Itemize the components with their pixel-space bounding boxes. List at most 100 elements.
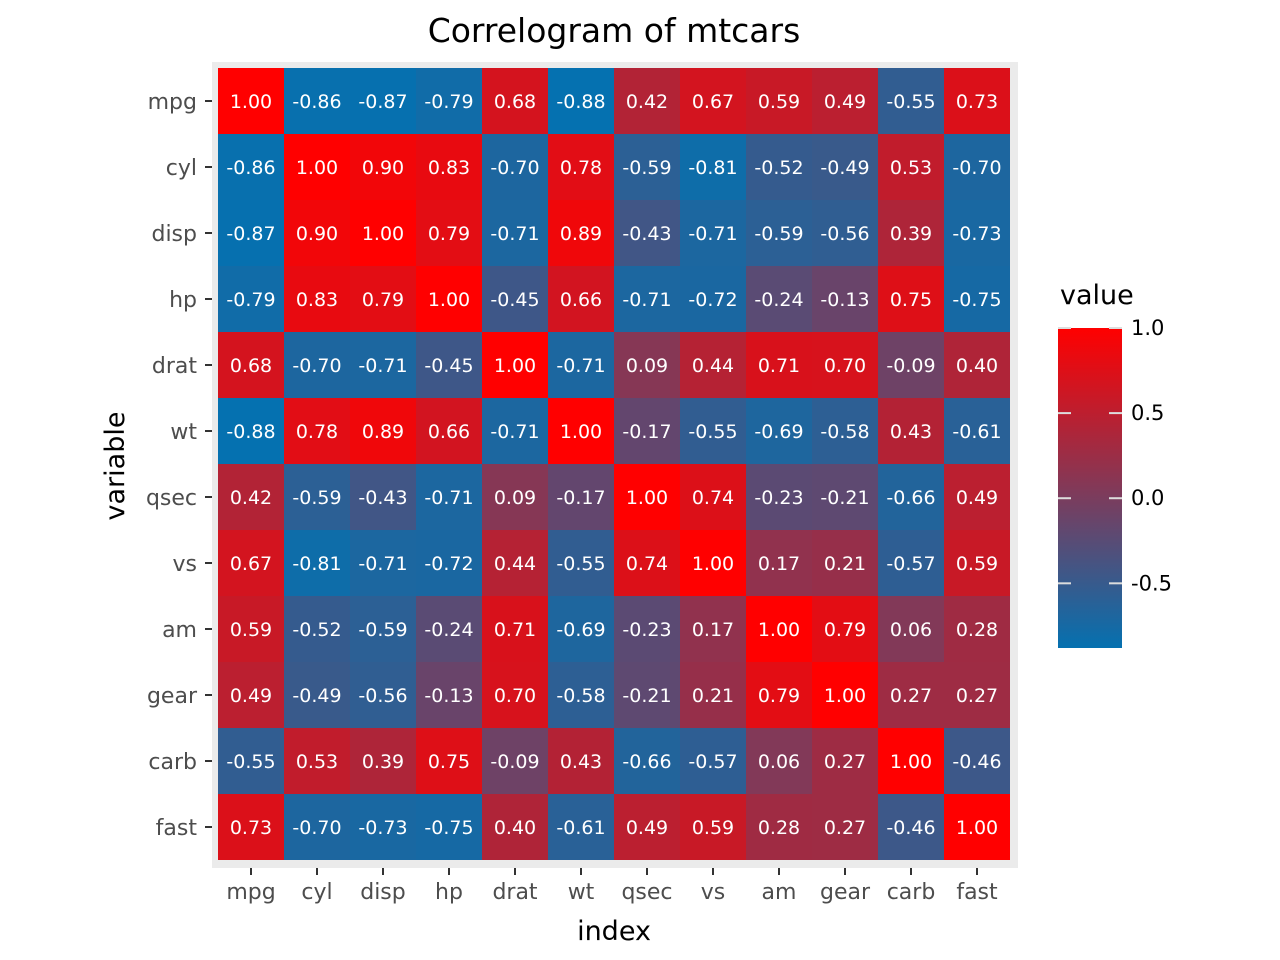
heatmap-cell-vs-qsec — [614, 530, 680, 596]
heatmap-cell-cyl-cyl — [284, 134, 350, 200]
heatmap-cell-vs-carb — [878, 530, 944, 596]
heatmap-cell-mpg-qsec — [614, 68, 680, 134]
cell-value-label: -0.71 — [490, 223, 539, 245]
cell-value-label: 1.00 — [758, 619, 800, 641]
y-tick-label: am — [162, 618, 197, 643]
cell-value-label: -0.70 — [292, 355, 341, 377]
heatmap-cell-cyl-qsec — [614, 134, 680, 200]
heatmap-cell-mpg-drat — [482, 68, 548, 134]
cell-value-label: 0.09 — [494, 487, 536, 509]
cell-value-label: 1.00 — [428, 289, 470, 311]
heatmap-cell-drat-disp — [350, 332, 416, 398]
heatmap-cell-disp-carb — [878, 200, 944, 266]
cell-value-label: -0.81 — [688, 157, 737, 179]
heatmap-cell-carb-wt — [548, 728, 614, 794]
y-tick-label: gear — [147, 684, 198, 709]
cell-value-label: -0.69 — [556, 619, 605, 641]
cell-value-label: 1.00 — [890, 751, 932, 773]
cell-value-label: -0.13 — [424, 685, 473, 707]
heatmap-cell-mpg-wt — [548, 68, 614, 134]
heatmap-cell-vs-cyl — [284, 530, 350, 596]
cell-value-label: 0.66 — [560, 289, 602, 311]
cell-value-label: 0.90 — [362, 157, 404, 179]
heatmap-cell-gear-gear — [812, 662, 878, 728]
cell-value-label: 0.39 — [362, 751, 404, 773]
cell-value-label: 0.21 — [824, 553, 866, 575]
cell-value-label: -0.73 — [358, 817, 407, 839]
heatmap-cell-qsec-drat — [482, 464, 548, 530]
x-tick-label: hp — [435, 880, 463, 905]
heatmap-cell-drat-mpg — [218, 332, 284, 398]
heatmap-cell-carb-mpg — [218, 728, 284, 794]
cell-value-label: 0.39 — [890, 223, 932, 245]
cell-value-label: -0.59 — [292, 487, 341, 509]
heatmap-cell-mpg-carb — [878, 68, 944, 134]
cell-value-label: -0.45 — [490, 289, 539, 311]
y-tick-label: drat — [152, 354, 197, 379]
heatmap-cell-disp-am — [746, 200, 812, 266]
cell-value-label: 0.27 — [824, 751, 866, 773]
cell-value-label: 0.70 — [824, 355, 866, 377]
heatmap-cell-am-gear — [812, 596, 878, 662]
cell-value-label: -0.66 — [886, 487, 935, 509]
heatmap-cell-vs-gear — [812, 530, 878, 596]
x-tick-label: disp — [360, 880, 406, 905]
heatmap-cell-drat-carb — [878, 332, 944, 398]
heatmap-cell-drat-drat — [482, 332, 548, 398]
cell-value-label: -0.71 — [424, 487, 473, 509]
cell-value-label: -0.71 — [556, 355, 605, 377]
cell-value-label: -0.52 — [754, 157, 803, 179]
heatmap-cell-gear-vs — [680, 662, 746, 728]
heatmap-cell-fast-vs — [680, 794, 746, 860]
cell-value-label: -0.57 — [886, 553, 935, 575]
heatmap-cell-am-qsec — [614, 596, 680, 662]
cell-value-label: 0.89 — [560, 223, 602, 245]
heatmap-cell-mpg-gear — [812, 68, 878, 134]
heatmap-cell-am-carb — [878, 596, 944, 662]
cell-value-label: 0.49 — [230, 685, 272, 707]
cell-value-label: -0.59 — [754, 223, 803, 245]
heatmap-cell-cyl-carb — [878, 134, 944, 200]
cell-value-label: -0.23 — [622, 619, 671, 641]
heatmap-cell-vs-fast — [944, 530, 1010, 596]
cell-value-label: 1.00 — [560, 421, 602, 443]
cell-value-label: 0.89 — [362, 421, 404, 443]
heatmap-cell-gear-cyl — [284, 662, 350, 728]
heatmap-cell-disp-wt — [548, 200, 614, 266]
heatmap-cell-gear-wt — [548, 662, 614, 728]
heatmap-cell-disp-mpg — [218, 200, 284, 266]
cell-value-label: 0.90 — [296, 223, 338, 245]
heatmap-cell-hp-am — [746, 266, 812, 332]
cell-value-label: 0.42 — [230, 487, 272, 509]
cell-value-label: -0.79 — [424, 91, 473, 113]
cell-value-label: -0.21 — [622, 685, 671, 707]
heatmap-cell-vs-drat — [482, 530, 548, 596]
heatmap-cell-gear-hp — [416, 662, 482, 728]
heatmap-cell-wt-drat — [482, 398, 548, 464]
heatmap-cell-qsec-disp — [350, 464, 416, 530]
heatmap-cell-fast-hp — [416, 794, 482, 860]
cell-value-label: -0.43 — [622, 223, 671, 245]
heatmap-cell-drat-qsec — [614, 332, 680, 398]
heatmap-cell-wt-mpg — [218, 398, 284, 464]
cell-value-label: 0.75 — [428, 751, 470, 773]
heatmap-cell-qsec-cyl — [284, 464, 350, 530]
cell-value-label: -0.81 — [292, 553, 341, 575]
heatmap-cell-am-hp — [416, 596, 482, 662]
cell-value-label: -0.45 — [424, 355, 473, 377]
cell-value-label: -0.46 — [952, 751, 1001, 773]
cell-value-label: -0.73 — [952, 223, 1001, 245]
cell-value-label: 0.09 — [626, 355, 668, 377]
x-tick-label: drat — [492, 880, 537, 905]
cell-value-label: 0.71 — [758, 355, 800, 377]
y-axis-tick-labels: mpg cyl disp hp drat wt qsec vs am gear carb fast — [146, 90, 198, 841]
heatmap-cell-cyl-vs — [680, 134, 746, 200]
cell-value-label: 0.73 — [956, 91, 998, 113]
heatmap-cell-cyl-disp — [350, 134, 416, 200]
y-tick-label: mpg — [148, 90, 197, 115]
cell-value-label: -0.55 — [226, 751, 275, 773]
cell-value-label: -0.17 — [556, 487, 605, 509]
y-axis-title: variable — [100, 412, 131, 521]
heatmap-cell-carb-disp — [350, 728, 416, 794]
